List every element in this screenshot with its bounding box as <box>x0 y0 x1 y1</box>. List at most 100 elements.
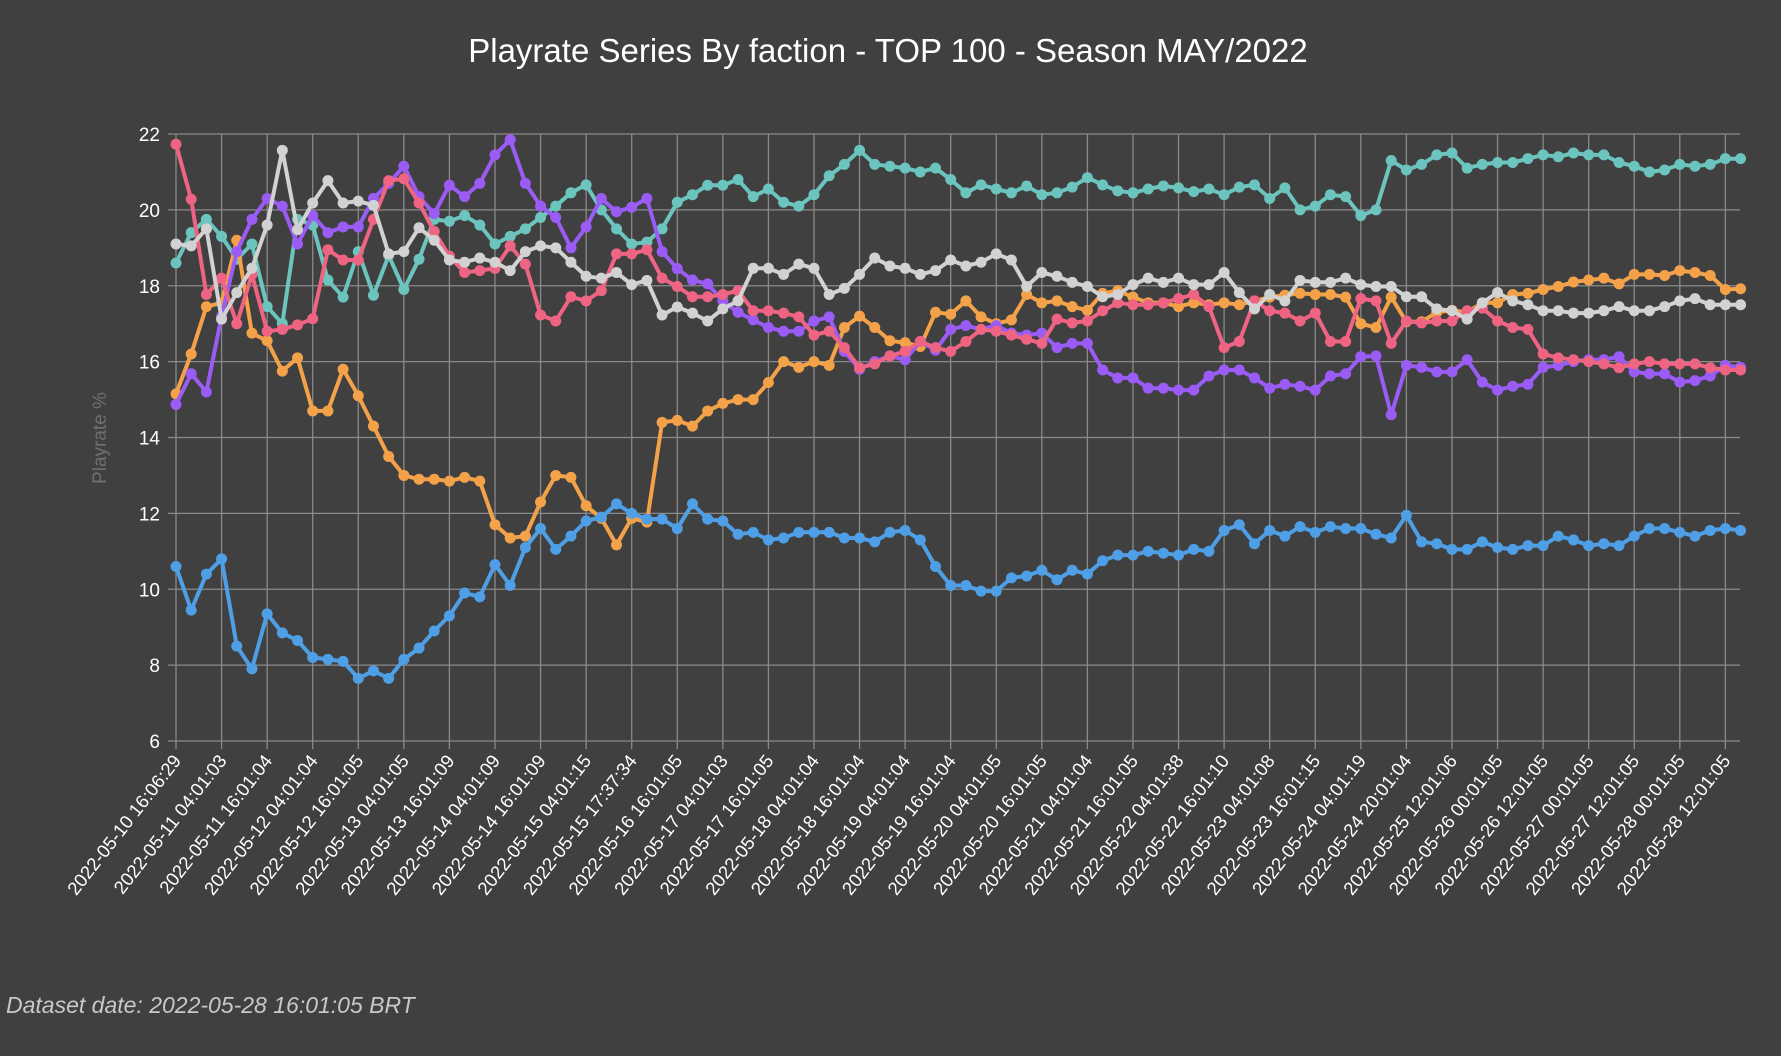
data-point[interactable] <box>838 282 850 294</box>
data-point[interactable] <box>1522 299 1534 311</box>
data-point[interactable] <box>1507 543 1519 555</box>
data-point[interactable] <box>656 246 668 258</box>
data-point[interactable] <box>1552 352 1564 364</box>
data-point[interactable] <box>1461 313 1473 325</box>
data-point[interactable] <box>474 219 486 231</box>
data-point[interactable] <box>1613 278 1625 290</box>
data-point[interactable] <box>960 187 972 199</box>
data-point[interactable] <box>1279 378 1291 390</box>
data-point[interactable] <box>1537 284 1549 296</box>
data-point[interactable] <box>1507 380 1519 392</box>
data-point[interactable] <box>1005 572 1017 584</box>
data-point[interactable] <box>276 200 288 212</box>
data-point[interactable] <box>443 475 455 487</box>
data-point[interactable] <box>246 327 258 339</box>
data-point[interactable] <box>307 313 319 325</box>
data-point[interactable] <box>519 542 531 554</box>
data-point[interactable] <box>1188 288 1200 300</box>
data-point[interactable] <box>686 498 698 510</box>
data-point[interactable] <box>1643 305 1655 317</box>
data-point[interactable] <box>261 192 273 204</box>
data-point[interactable] <box>1552 530 1564 542</box>
data-point[interactable] <box>1567 147 1579 159</box>
data-point[interactable] <box>504 579 516 591</box>
data-point[interactable] <box>292 238 304 250</box>
data-point[interactable] <box>1264 382 1276 394</box>
data-point[interactable] <box>671 196 683 208</box>
data-point[interactable] <box>565 256 577 268</box>
data-point[interactable] <box>1583 274 1595 286</box>
data-point[interactable] <box>1370 321 1382 333</box>
data-point[interactable] <box>1309 526 1321 538</box>
data-point[interactable] <box>1689 266 1701 278</box>
data-point[interactable] <box>185 240 197 252</box>
data-point[interactable] <box>443 254 455 266</box>
data-point[interactable] <box>793 258 805 270</box>
data-point[interactable] <box>383 175 395 187</box>
data-point[interactable] <box>1416 317 1428 329</box>
data-point[interactable] <box>1279 307 1291 319</box>
data-point[interactable] <box>1659 368 1671 380</box>
data-point[interactable] <box>185 348 197 360</box>
data-point[interactable] <box>550 469 562 481</box>
data-point[interactable] <box>1416 536 1428 548</box>
data-point[interactable] <box>1157 276 1169 288</box>
data-point[interactable] <box>1522 153 1534 165</box>
data-point[interactable] <box>1309 288 1321 300</box>
data-point[interactable] <box>656 309 668 321</box>
data-point[interactable] <box>778 532 790 544</box>
data-point[interactable] <box>1674 526 1686 538</box>
data-point[interactable] <box>1173 384 1185 396</box>
data-point[interactable] <box>1081 315 1093 327</box>
data-point[interactable] <box>216 553 228 565</box>
data-point[interactable] <box>945 579 957 591</box>
data-point[interactable] <box>1476 297 1488 309</box>
data-point[interactable] <box>504 532 516 544</box>
data-point[interactable] <box>1097 364 1109 376</box>
data-point[interactable] <box>990 183 1002 195</box>
data-point[interactable] <box>1188 384 1200 396</box>
data-point[interactable] <box>200 301 212 313</box>
data-point[interactable] <box>170 560 182 572</box>
data-point[interactable] <box>823 170 835 182</box>
data-point[interactable] <box>838 158 850 170</box>
data-point[interactable] <box>1248 538 1260 550</box>
data-point[interactable] <box>1643 166 1655 178</box>
data-point[interactable] <box>276 627 288 639</box>
data-point[interactable] <box>1598 149 1610 161</box>
data-point[interactable] <box>1370 204 1382 216</box>
data-point[interactable] <box>1066 276 1078 288</box>
data-point[interactable] <box>1127 372 1139 384</box>
data-point[interactable] <box>778 307 790 319</box>
data-point[interactable] <box>1355 210 1367 222</box>
data-point[interactable] <box>1066 181 1078 193</box>
data-point[interactable] <box>1628 530 1640 542</box>
data-point[interactable] <box>276 144 288 156</box>
data-point[interactable] <box>474 252 486 264</box>
data-point[interactable] <box>580 295 592 307</box>
data-point[interactable] <box>1248 179 1260 191</box>
data-point[interactable] <box>1233 299 1245 311</box>
data-point[interactable] <box>1309 276 1321 288</box>
data-point[interactable] <box>352 390 364 402</box>
data-point[interactable] <box>1066 337 1078 349</box>
data-point[interactable] <box>1309 200 1321 212</box>
data-point[interactable] <box>656 416 668 428</box>
data-point[interactable] <box>1233 181 1245 193</box>
data-point[interactable] <box>1173 182 1185 194</box>
data-point[interactable] <box>1522 540 1534 552</box>
data-point[interactable] <box>1613 540 1625 552</box>
data-point[interactable] <box>778 356 790 368</box>
data-point[interactable] <box>1659 358 1671 370</box>
data-point[interactable] <box>489 149 501 161</box>
data-point[interactable] <box>1598 305 1610 317</box>
data-point[interactable] <box>1583 149 1595 161</box>
data-point[interactable] <box>1643 268 1655 280</box>
data-point[interactable] <box>398 246 410 258</box>
data-point[interactable] <box>884 260 896 272</box>
data-point[interactable] <box>1643 368 1655 380</box>
data-point[interactable] <box>550 211 562 223</box>
data-point[interactable] <box>504 134 516 146</box>
data-point[interactable] <box>899 354 911 366</box>
data-point[interactable] <box>1157 547 1169 559</box>
